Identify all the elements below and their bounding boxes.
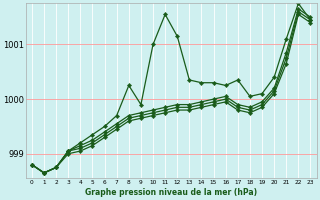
- X-axis label: Graphe pression niveau de la mer (hPa): Graphe pression niveau de la mer (hPa): [85, 188, 257, 197]
